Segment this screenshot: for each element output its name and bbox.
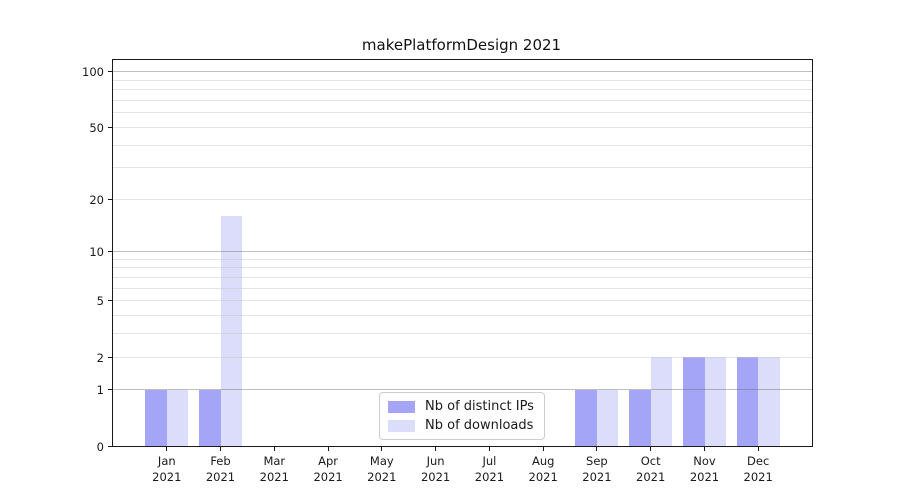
y-tick-label: 100 [82, 65, 104, 80]
y-axis-tick [108, 445, 113, 447]
x-axis-tick [757, 446, 759, 451]
gridline-minor [113, 276, 812, 278]
y-axis-tick [108, 389, 113, 391]
x-tick-label: Dec 2021 [743, 454, 773, 485]
gridline-minor [113, 144, 812, 146]
chart-title: makePlatformDesign 2021 [361, 36, 562, 54]
gridline-minor [113, 167, 812, 169]
plot-area: Nb of distinct IPs Nb of downloads 0 1 2 5 10… [82, 59, 813, 484]
x-tick-label: Nov 2021 [689, 454, 720, 485]
y-axis-tick [108, 251, 113, 253]
gridline-minor [113, 126, 812, 128]
bar-distinct-ips [145, 389, 167, 446]
y-axis-tick [108, 356, 113, 358]
bar-downloads [166, 389, 189, 446]
gridline-minor [113, 287, 812, 289]
gridline-major [113, 71, 812, 73]
x-axis-tick [650, 446, 652, 451]
gridline-minor [113, 100, 812, 101]
gridline-minor [113, 89, 812, 91]
bar-downloads [220, 216, 242, 446]
x-axis-tick [381, 446, 383, 451]
y-axis-tick [108, 198, 113, 200]
x-axis-tick [488, 446, 490, 451]
legend-swatch [388, 400, 415, 413]
y-tick-label: 50 [89, 120, 104, 135]
legend-label: Nb of distinct IPs [425, 399, 534, 414]
y-tick-label: 10 [89, 245, 104, 260]
gridline-minor [113, 300, 812, 302]
bar-distinct-ips [199, 389, 221, 446]
y-tick-label: 20 [89, 192, 104, 207]
gridline-minor [113, 198, 812, 200]
gridline-minor [113, 258, 812, 260]
y-axis-tick [108, 71, 113, 73]
y-tick-label: 1 [96, 383, 104, 398]
x-axis-tick [220, 446, 221, 451]
gridline-minor [113, 333, 812, 335]
bar-downloads [650, 357, 673, 446]
x-tick-label: Aug 2021 [528, 454, 558, 485]
bar-downloads [596, 389, 619, 446]
legend: Nb of distinct IPs Nb of downloads [379, 392, 545, 440]
x-tick-label: Jul 2021 [474, 454, 505, 485]
bar-downloads [704, 357, 726, 446]
x-axis-tick [596, 446, 598, 451]
bar-distinct-ips [629, 389, 651, 446]
x-tick-label: Mar 2021 [259, 454, 289, 485]
x-axis-tick [542, 446, 544, 451]
x-tick-label: Oct 2021 [636, 454, 666, 485]
bar-distinct-ips [575, 389, 597, 446]
legend-item: Nb of distinct IPs [388, 399, 534, 414]
x-tick-label: Jan 2021 [152, 454, 182, 485]
y-tick-label: 0 [96, 439, 104, 454]
gridline-minor [113, 79, 812, 81]
y-tick-label: 5 [96, 294, 104, 309]
x-tick-label: Apr 2021 [313, 454, 343, 485]
gridline-minor [113, 267, 812, 269]
legend-swatch [388, 419, 415, 432]
x-tick-label: May 2021 [367, 454, 397, 485]
x-tick-label: Feb 2021 [205, 454, 236, 485]
y-axis-tick [108, 300, 113, 302]
x-axis-tick [273, 446, 275, 451]
gridline-minor [113, 112, 812, 114]
legend-label: Nb of downloads [425, 418, 534, 433]
x-axis-tick [166, 446, 168, 451]
gridline-minor [113, 315, 812, 316]
y-axis-tick [108, 126, 113, 128]
x-axis-tick [704, 446, 705, 451]
bar-distinct-ips [736, 357, 759, 446]
x-axis-tick [435, 446, 437, 451]
bar-downloads [758, 357, 780, 446]
gridline-major [113, 251, 812, 253]
x-tick-label: Sep 2021 [582, 454, 612, 485]
x-tick-label: Jun 2021 [420, 454, 451, 485]
bar-distinct-ips [683, 357, 705, 446]
legend-item: Nb of downloads [388, 418, 534, 433]
x-axis-tick [327, 446, 329, 451]
y-tick-label: 2 [96, 350, 104, 365]
